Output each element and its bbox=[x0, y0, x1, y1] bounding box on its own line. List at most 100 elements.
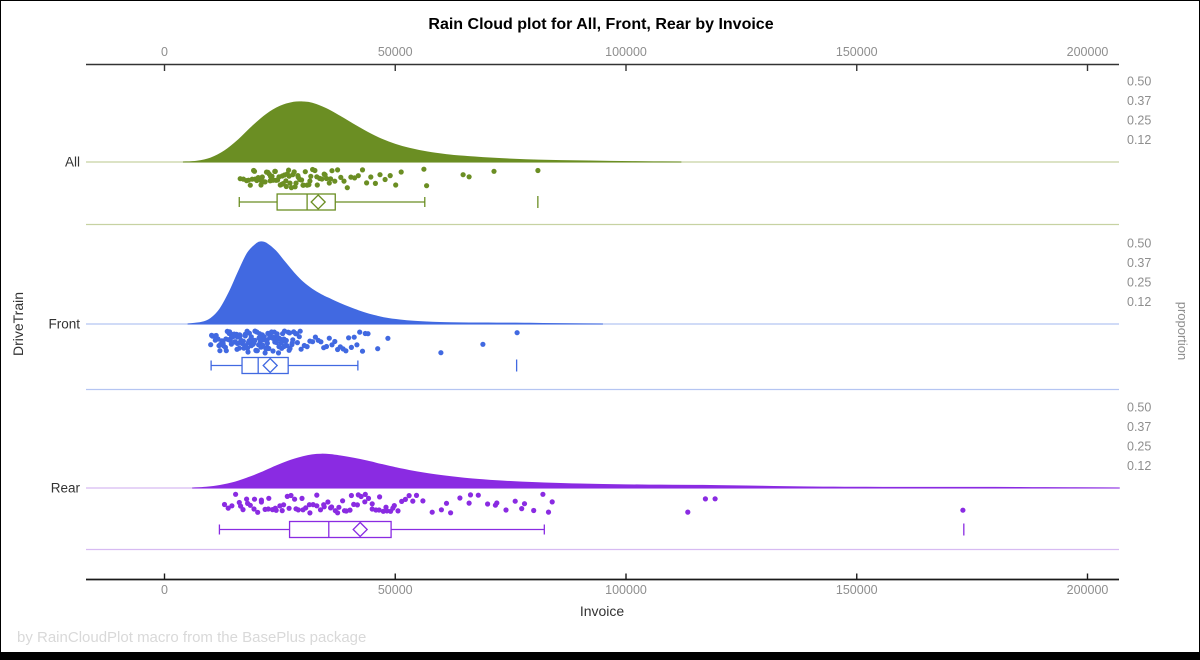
scatter-point bbox=[443, 500, 450, 506]
scatter-point bbox=[549, 499, 555, 505]
top-axis-tick-label: 0 bbox=[161, 45, 168, 59]
scatter-point bbox=[314, 182, 320, 188]
scatter-point bbox=[420, 498, 426, 504]
proportion-tick-label: 0.25 bbox=[1127, 440, 1151, 454]
scatter-point bbox=[247, 182, 253, 188]
scatter-point bbox=[287, 180, 293, 186]
scatter-point bbox=[531, 507, 537, 514]
scatter-point bbox=[274, 339, 280, 346]
scatter-point bbox=[281, 343, 287, 350]
bottom-bar bbox=[1, 652, 1199, 659]
scatter-point bbox=[289, 340, 295, 346]
scatter-point bbox=[512, 498, 518, 504]
chart-title: Rain Cloud plot for All, Front, Rear by … bbox=[428, 16, 773, 33]
scatter-point bbox=[250, 341, 256, 347]
density-cloud bbox=[187, 241, 603, 325]
scatter-point bbox=[260, 342, 266, 348]
proportion-tick-label: 0.25 bbox=[1127, 114, 1151, 128]
scatter-point bbox=[406, 493, 412, 499]
scatter-point bbox=[293, 506, 299, 512]
scatter-point bbox=[326, 335, 332, 341]
scatter-point bbox=[292, 184, 298, 190]
scatter-point bbox=[237, 332, 243, 338]
scatter-point bbox=[319, 176, 325, 182]
scatter-point bbox=[272, 505, 278, 511]
scatter-point bbox=[410, 498, 416, 504]
scatter-point bbox=[369, 501, 375, 507]
proportion-tick-label: 0.25 bbox=[1127, 276, 1151, 290]
scatter-point bbox=[262, 350, 268, 356]
scatter-point bbox=[480, 341, 486, 347]
scatter-point bbox=[351, 334, 357, 340]
scatter-point bbox=[208, 342, 214, 348]
scatter-point bbox=[307, 178, 313, 184]
scatter-point bbox=[281, 502, 287, 508]
proportion-tick-label: 0.37 bbox=[1127, 256, 1151, 270]
scatter-point bbox=[535, 167, 541, 174]
scatter-point bbox=[364, 180, 370, 186]
scatter-point bbox=[244, 496, 250, 502]
scatter-point bbox=[220, 340, 226, 346]
scatter-point bbox=[209, 332, 215, 338]
scatter-point bbox=[297, 328, 303, 334]
scatter-point bbox=[365, 331, 371, 337]
scatter-point bbox=[457, 495, 463, 501]
scatter-point bbox=[251, 506, 257, 512]
top-axis-tick-label: 50000 bbox=[378, 45, 413, 59]
scatter-point bbox=[385, 335, 391, 341]
scatter-point bbox=[475, 492, 481, 498]
scatter-point bbox=[362, 499, 368, 505]
scatter-point bbox=[259, 174, 265, 180]
scatter-point bbox=[376, 507, 382, 513]
scatter-point bbox=[233, 491, 239, 497]
scatter-point bbox=[326, 180, 332, 186]
scatter-point bbox=[295, 174, 301, 180]
scatter-point bbox=[413, 492, 420, 498]
scatter-point bbox=[340, 498, 346, 504]
scatter-point bbox=[377, 494, 383, 500]
scatter-point bbox=[369, 506, 375, 512]
scatter-point bbox=[245, 349, 251, 355]
scatter-point bbox=[466, 174, 472, 180]
scatter-point bbox=[281, 336, 287, 342]
category-label: Front bbox=[48, 317, 80, 332]
scatter-point bbox=[287, 330, 293, 336]
proportion-tick-label: 0.50 bbox=[1127, 75, 1151, 89]
scatter-point bbox=[323, 343, 330, 350]
scatter-point bbox=[221, 501, 228, 508]
scatter-point bbox=[254, 348, 260, 354]
chart-content: 0 0 50000 50000 100000 100000 150000 150000 2000… bbox=[48, 45, 1151, 597]
scatter-point bbox=[421, 166, 427, 172]
scatter-point bbox=[438, 507, 444, 513]
bottom-axis-tick-label: 50000 bbox=[378, 583, 413, 597]
scatter-point bbox=[335, 167, 341, 173]
scatter-point bbox=[227, 329, 233, 335]
scatter-point bbox=[225, 505, 231, 511]
mean-diamond bbox=[352, 521, 369, 538]
proportion-tick-label: 0.37 bbox=[1127, 94, 1151, 108]
scatter-point bbox=[329, 168, 335, 174]
scatter-point bbox=[286, 347, 292, 353]
scatter-point bbox=[492, 502, 498, 508]
scatter-point bbox=[300, 507, 306, 513]
scatter-point bbox=[328, 505, 334, 511]
scatter-point bbox=[348, 344, 354, 350]
proportion-tick-label: 0.12 bbox=[1127, 295, 1151, 309]
scatter-point bbox=[382, 176, 388, 183]
scatter-point bbox=[335, 510, 341, 516]
footnote: by RainCloudPlot macro from the BasePlus… bbox=[17, 629, 366, 646]
scatter-point bbox=[387, 173, 393, 179]
scatter-point bbox=[341, 508, 348, 514]
scatter-point bbox=[230, 333, 236, 340]
y-axis-label: DriveTrain bbox=[10, 292, 26, 356]
scatter-point bbox=[519, 506, 525, 512]
scatter-point bbox=[359, 348, 366, 354]
scatter-point bbox=[348, 492, 354, 499]
scatter-point bbox=[269, 177, 276, 183]
scatter-point bbox=[312, 167, 318, 174]
scatter-point bbox=[308, 173, 314, 179]
scatter-point bbox=[545, 509, 552, 515]
scatter-point bbox=[355, 173, 361, 179]
scatter-point bbox=[355, 492, 361, 498]
